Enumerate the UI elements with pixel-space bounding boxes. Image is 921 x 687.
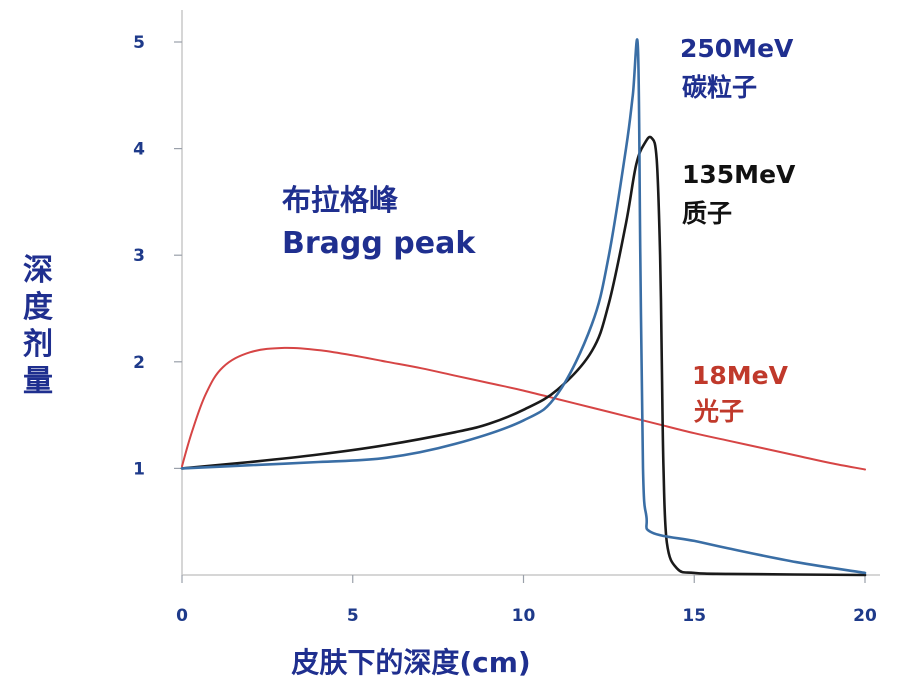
annotation-carbon-name: 碳粒子	[682, 73, 757, 102]
y-tick-label: 3	[133, 246, 145, 266]
x-tick-label: 15	[682, 606, 706, 626]
y-axis-label-char: 度	[23, 290, 53, 325]
annotation-photon-name: 光子	[693, 397, 744, 426]
y-tick-label: 5	[133, 33, 145, 53]
annotation-carbon-energy: 250MeV	[680, 34, 794, 63]
x-tick-label: 10	[512, 606, 536, 626]
x-tick-label: 0	[176, 606, 188, 626]
y-axis-label: 深度剂量	[23, 253, 53, 399]
annotation-proton-energy: 135MeV	[682, 160, 796, 189]
annotation-bragg-cn: 布拉格峰	[282, 183, 398, 217]
annotation-bragg-en: Bragg peak	[282, 226, 476, 261]
y-tick-label: 4	[133, 140, 145, 160]
y-tick-label: 2	[133, 353, 145, 373]
axes: 1 2 3 4 5 0 5 10 15 20	[133, 10, 880, 626]
y-axis-label-char: 深	[23, 253, 53, 288]
annotation-photon-energy: 18MeV	[692, 361, 789, 390]
x-axis-label: 皮肤下的深度(cm)	[291, 646, 530, 679]
annotation-proton-name: 质子	[682, 199, 732, 228]
y-axis-label-char: 剂	[23, 327, 53, 362]
x-tick-label: 5	[347, 606, 359, 626]
x-tick-label: 20	[853, 606, 877, 626]
carbon-250mev-line	[180, 38, 867, 575]
photon-18mev-line	[181, 346, 866, 471]
y-axis-label-char: 量	[23, 364, 53, 399]
y-tick-label: 1	[133, 459, 145, 479]
series-layer	[180, 38, 867, 577]
